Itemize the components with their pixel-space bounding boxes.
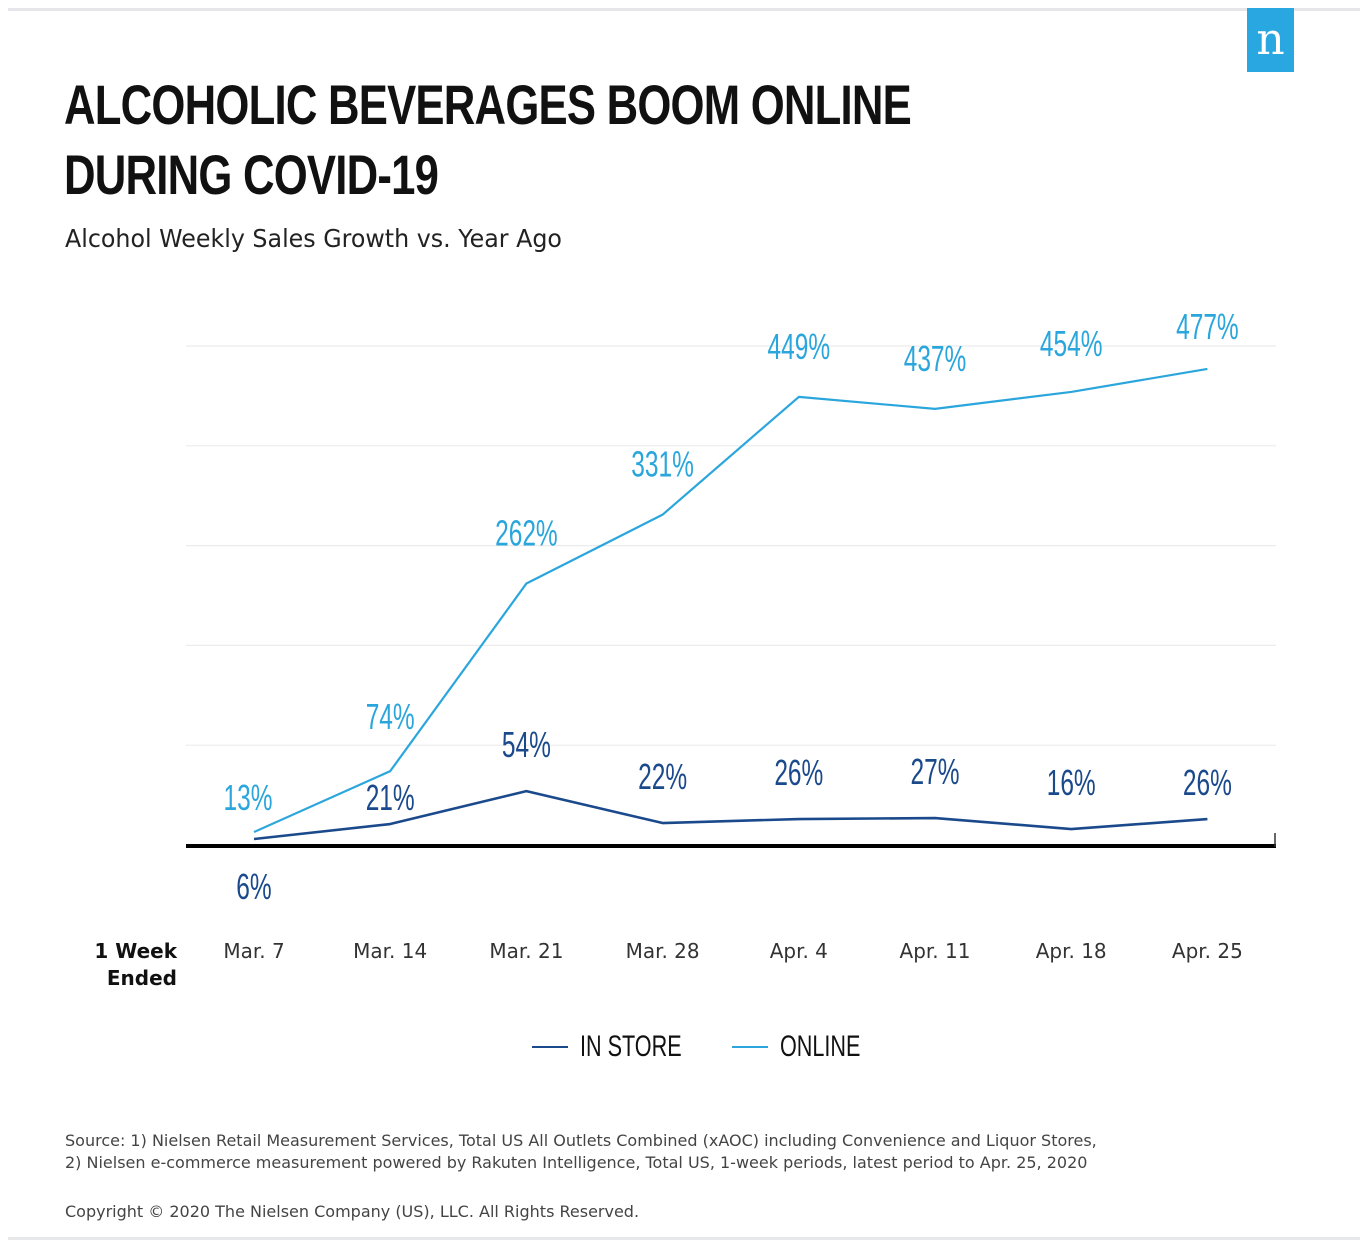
source-line-1: Source: 1) Nielsen Retail Measurement Se…: [65, 1131, 1097, 1150]
series-line-in-store: [253, 789, 1208, 841]
legend-item-in-store: IN STORE: [532, 1030, 692, 1064]
x-tick-label: Apr. 18: [1036, 939, 1107, 963]
x-tick-label: Mar. 21: [489, 939, 563, 963]
nielsen-logo: n: [1247, 8, 1294, 72]
x-tick-label: Apr. 4: [770, 939, 828, 963]
legend-item-online: ONLINE: [732, 1030, 892, 1064]
data-label-online: 477%: [1176, 306, 1239, 347]
gridlines: [186, 345, 1276, 746]
x-axis-title-line-1: 1 Week: [94, 939, 177, 963]
x-axis: [186, 833, 1276, 848]
series-lines: [253, 367, 1208, 841]
chart-subtitle: Alcohol Weekly Sales Growth vs. Year Ago: [65, 224, 562, 253]
data-label-in-store: 22%: [638, 756, 687, 797]
data-label-in-store: 27%: [911, 751, 960, 792]
x-axis-title-line-2: Ended: [106, 966, 177, 990]
data-label-in-store: 6%: [236, 866, 271, 907]
logo-letter: n: [1256, 14, 1285, 65]
x-axis-title: 1 Week Ended: [60, 938, 177, 992]
source-line-2: 2) Nielsen e-commerce measurement powere…: [65, 1153, 1088, 1172]
source-note: Source: 1) Nielsen Retail Measurement Se…: [65, 1130, 1097, 1174]
data-labels: 6% 21% 54% 22% 26% 27% 16% 26% 13% 74% 262% 331% 449…: [224, 306, 1239, 907]
data-label-online: 13%: [224, 777, 273, 818]
x-tick-label: Mar. 7: [223, 939, 284, 963]
legend-label-in-store: IN STORE: [580, 1030, 682, 1063]
data-label-in-store: 54%: [502, 724, 551, 765]
x-tick-label: Mar. 14: [353, 939, 427, 963]
x-tick-label: Mar. 28: [626, 939, 700, 963]
data-label-online: 331%: [631, 444, 694, 485]
top-border: [8, 8, 1360, 11]
data-label-online: 437%: [904, 338, 967, 379]
legend-swatch-in-store: [532, 1046, 568, 1048]
page-title: ALCOHOLIC BEVERAGES BOOM ONLINE DURING C…: [64, 70, 912, 210]
series-line-online: [253, 367, 1208, 834]
x-tick-labels: Mar. 7 Mar. 14 Mar. 21 Mar. 28 Apr. 4 Apr. 11…: [223, 939, 1243, 963]
title-line-2: DURING COVID-19: [64, 143, 439, 206]
data-label-in-store: 26%: [1183, 762, 1232, 803]
chart-legend: IN STORE ONLINE: [532, 1030, 932, 1064]
data-label-online: 449%: [768, 326, 831, 367]
bottom-border: [8, 1237, 1360, 1240]
copyright-notice: Copyright © 2020 The Nielsen Company (US…: [65, 1202, 640, 1221]
data-label-in-store: 21%: [366, 777, 415, 818]
title-line-1: ALCOHOLIC BEVERAGES BOOM ONLINE: [64, 73, 912, 136]
legend-swatch-online: [732, 1046, 768, 1048]
data-label-online: 454%: [1040, 323, 1103, 364]
data-label-online: 74%: [366, 696, 415, 737]
data-label-in-store: 16%: [1047, 762, 1096, 803]
x-tick-label: Apr. 25: [1172, 939, 1243, 963]
data-label-online: 262%: [495, 513, 558, 554]
legend-label-online: ONLINE: [780, 1030, 861, 1063]
x-tick-label: Apr. 11: [900, 939, 971, 963]
data-label-in-store: 26%: [774, 752, 823, 793]
